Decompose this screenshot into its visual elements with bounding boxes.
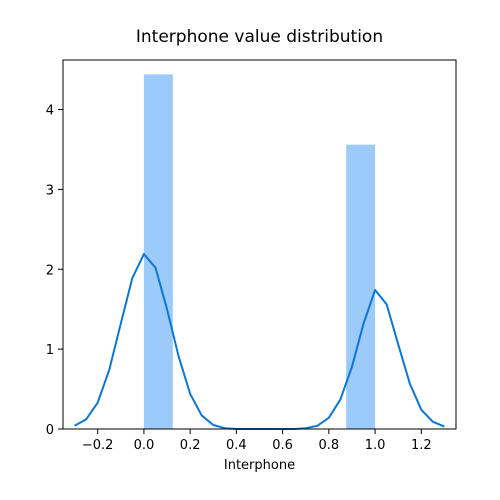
x-tick-label: 1.0 (365, 438, 386, 453)
histogram-bar-0 (143, 74, 173, 430)
plot-area (74, 74, 445, 430)
y-tick-label: 3 (46, 183, 54, 198)
x-tick-label: 0.4 (226, 438, 247, 453)
y-tick-label: 4 (46, 104, 54, 119)
x-tick-label: 0.6 (272, 438, 293, 453)
y-tick-label: 2 (46, 263, 54, 278)
chart-title: Interphone value distribution (136, 27, 383, 47)
x-axis-label: Interphone (224, 458, 295, 473)
axes-frame (62, 59, 457, 430)
kde-line (74, 253, 445, 430)
x-tick-label: 0.0 (134, 438, 155, 453)
axes: −0.2 0.0 0.2 0.4 0.6 0.8 1.0 1.2 0 1 2 3 4 (46, 59, 457, 453)
histogram-bar-1 (346, 144, 376, 429)
y-tick-label: 0 (46, 423, 54, 438)
y-tick-label: 1 (46, 343, 54, 358)
x-tick-label: −0.2 (82, 438, 114, 453)
x-tick-label: 0.8 (319, 438, 340, 453)
x-tick-label: 0.2 (180, 438, 201, 453)
x-tick-label: 1.2 (411, 438, 432, 453)
